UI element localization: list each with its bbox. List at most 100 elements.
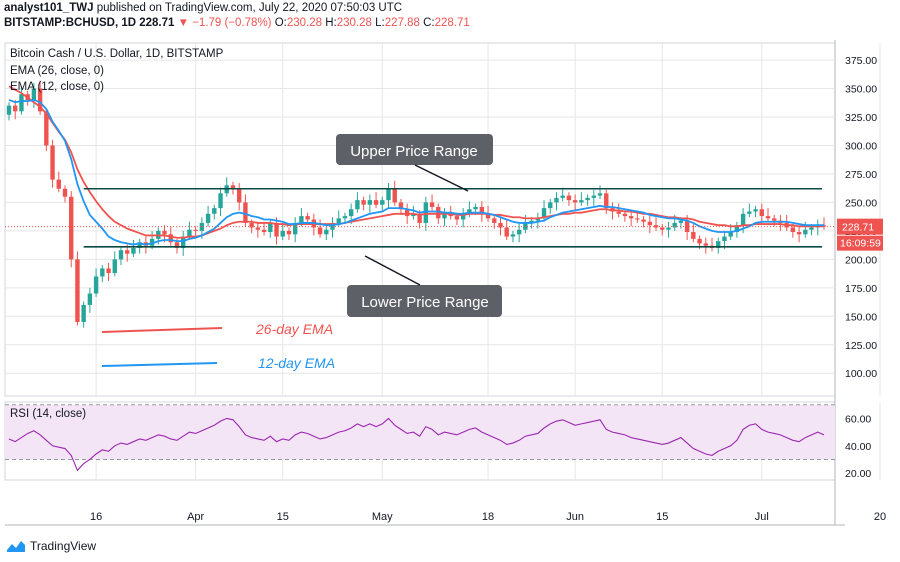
price-tick-label: 175.00 (845, 283, 877, 295)
ema12-legend-label: 12-day EMA (258, 355, 335, 371)
price-tick-label: 150.00 (845, 311, 877, 323)
candle (535, 218, 541, 221)
time-tick-label: Apr (187, 511, 204, 523)
price-tick-label: 100.00 (845, 368, 877, 380)
candle (660, 227, 665, 230)
candle (753, 209, 758, 212)
time-tick-label: May (372, 511, 393, 523)
candle (392, 188, 397, 203)
publish-info: published on TradingView.com, July 22, 2… (96, 2, 403, 14)
candle (361, 200, 366, 205)
candle (759, 209, 764, 217)
change: ▼ −1.79 (−0.78%) (177, 17, 272, 29)
rsi-study-label: RSI (14, close) (10, 408, 86, 420)
candle (722, 236, 727, 242)
candle (81, 304, 86, 322)
symbol: BITSTAMP:BCHUSD, 1D (4, 17, 137, 29)
candle (386, 188, 391, 201)
candle (436, 206, 441, 219)
candle (747, 211, 752, 214)
candle (137, 242, 142, 248)
ema12-study-label: EMA (12, close, 0) (10, 81, 104, 93)
upper-range-pointer (414, 164, 469, 192)
candle (591, 195, 597, 198)
rsi-tick-label: 20.00 (845, 468, 871, 480)
price-tick-label: 275.00 (845, 169, 877, 181)
candle (691, 232, 696, 239)
candle (442, 213, 447, 219)
candle (212, 208, 217, 214)
time-tick-label: Jun (566, 511, 584, 523)
quote-line: BITSTAMP:BCHUSD, 1D 228.71 ▼ −1.79 (−0.7… (4, 17, 470, 29)
candle (19, 94, 24, 112)
candle (93, 276, 99, 294)
upper-range-label: Upper Price Range (350, 143, 478, 160)
candle (548, 202, 553, 209)
candle (448, 213, 453, 217)
candle (498, 222, 503, 228)
candle (162, 230, 167, 235)
candle (280, 230, 285, 237)
candle (31, 88, 37, 100)
candle (100, 268, 105, 277)
candle (380, 200, 385, 205)
rsi-tick-label: 60.00 (845, 413, 871, 425)
candle (604, 193, 609, 209)
candle (174, 242, 180, 248)
candle (268, 222, 273, 233)
author[interactable]: analyst101_TWJ (4, 2, 94, 14)
countdown-value: 16:09:59 (840, 238, 881, 250)
candle (479, 206, 485, 214)
lower-range-pointer (364, 255, 421, 286)
candle (809, 227, 814, 230)
publish-line: analyst101_TWJ published on TradingView.… (4, 2, 402, 14)
chart-title: Bitcoin Cash / U.S. Dollar, 1D, BITSTAMP (10, 48, 224, 60)
candle (292, 222, 298, 235)
candle (62, 188, 68, 197)
candle (467, 209, 472, 214)
candle (87, 293, 93, 305)
ema12-legend-swatch (101, 362, 218, 367)
candle (504, 227, 509, 237)
candle (560, 195, 565, 198)
candle (635, 218, 640, 220)
price-tick-label: 325.00 (845, 112, 877, 124)
candle (684, 220, 690, 233)
candle (348, 209, 354, 217)
brand-name[interactable]: TradingView (30, 539, 97, 553)
candle (243, 202, 248, 223)
countdown-tag (837, 235, 883, 251)
candle (417, 213, 422, 223)
candle (628, 216, 634, 219)
candle (728, 232, 733, 237)
close-label: C: (423, 17, 435, 29)
candle (342, 216, 348, 219)
rsi-band (5, 404, 835, 460)
candle (641, 219, 646, 222)
candle (205, 213, 211, 223)
price-tick-label: 200.00 (845, 254, 877, 266)
candle (790, 227, 796, 233)
candle (703, 243, 708, 246)
candle (740, 213, 746, 226)
candle (716, 241, 721, 248)
lower-range-box (347, 285, 502, 317)
candle (336, 218, 341, 223)
candle (516, 229, 522, 235)
candle (373, 200, 379, 205)
candle (118, 250, 124, 260)
candle (803, 229, 808, 235)
candle (187, 229, 192, 237)
candle (423, 202, 429, 223)
time-tick-label: 15 (277, 511, 289, 523)
candle (585, 197, 590, 201)
candle (572, 200, 578, 203)
close-value: 228.71 (434, 17, 470, 29)
candle (44, 111, 49, 146)
time-tick-label: 16 (90, 511, 102, 523)
low-label: L: (375, 17, 385, 29)
candle (404, 209, 410, 217)
candle (218, 193, 223, 209)
candle (622, 213, 628, 217)
